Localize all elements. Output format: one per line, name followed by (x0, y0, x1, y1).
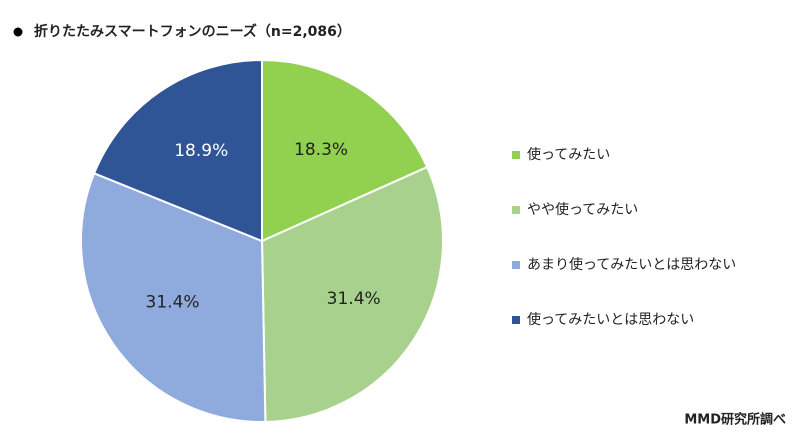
legend-label: あまり使ってみたいとは思わない (527, 256, 736, 273)
source: MMD研究所調べ (684, 412, 786, 428)
legend-swatch (512, 261, 520, 269)
legend-swatch (512, 151, 520, 159)
pie-slice (80, 172, 267, 423)
legend-label: 使ってみたい (527, 146, 610, 163)
legend-label: やや使ってみたい (527, 201, 638, 218)
legend-label: 使ってみたいとは思わない (527, 311, 694, 328)
title-bullet (13, 27, 23, 37)
data-label: 18.3% (294, 140, 348, 160)
data-label: 31.4% (146, 293, 200, 313)
data-label: 31.4% (327, 289, 381, 309)
pie-slice (261, 58, 429, 243)
data-label: 18.9% (174, 141, 228, 161)
legend-swatch (512, 316, 520, 324)
pie-slice (260, 165, 444, 423)
legend-swatch (512, 206, 520, 214)
chart-title: 折りたたみスマートフォンのニーズ（n=2,086） (34, 23, 351, 40)
pie-slice (92, 58, 263, 243)
